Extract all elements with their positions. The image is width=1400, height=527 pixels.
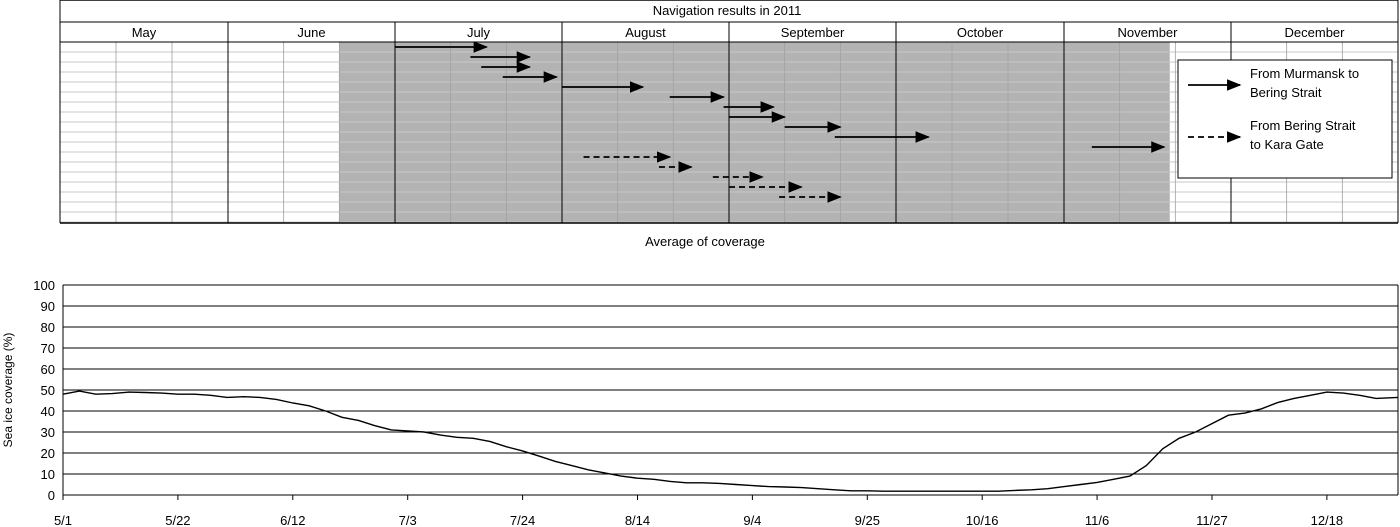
month-label: November (1118, 25, 1179, 40)
y-tick-label: 20 (41, 446, 55, 461)
month-label: December (1285, 25, 1346, 40)
coverage-series-line (62, 390, 1399, 492)
x-tick-label: 9/25 (855, 513, 880, 527)
month-label: July (467, 25, 491, 40)
month-label: May (132, 25, 157, 40)
x-tick-label: 12/18 (1311, 513, 1344, 527)
x-tick-label: 6/12 (280, 513, 305, 527)
y-tick-label: 40 (41, 404, 55, 419)
x-tick-label: 9/4 (743, 513, 761, 527)
x-tick-label: 8/14 (625, 513, 650, 527)
y-tick-label: 30 (41, 425, 55, 440)
month-label: October (957, 25, 1004, 40)
legend-label: From Bering Strait (1250, 118, 1356, 133)
legend-label: to Kara Gate (1250, 137, 1324, 152)
coverage-chart-title: Average of coverage (645, 234, 765, 249)
x-tick-label: 11/27 (1196, 513, 1228, 527)
y-tick-label: 100 (33, 278, 55, 293)
x-tick-label: 11/6 (1085, 513, 1109, 527)
x-tick-label: 5/1 (54, 513, 72, 527)
x-tick-label: 7/24 (510, 513, 535, 527)
coverage-y-axis-label: Sea ice coverage (%) (1, 333, 15, 448)
y-tick-label: 10 (41, 467, 55, 482)
y-tick-label: 0 (48, 488, 55, 503)
navigation-gantt-chart: May June July August September October Novembe… (59, 0, 1399, 224)
month-label: June (297, 25, 325, 40)
y-tick-label: 60 (41, 362, 55, 377)
y-tick-label: 80 (41, 320, 55, 335)
y-tick-label: 90 (41, 299, 55, 314)
month-label: August (625, 25, 666, 40)
y-tick-label: 70 (41, 341, 55, 356)
legend-label: From Murmansk to (1250, 66, 1359, 81)
month-label: September (781, 25, 845, 40)
x-tick-label: 7/3 (399, 513, 417, 527)
y-tick-label: 50 (41, 383, 55, 398)
legend-label: Bering Strait (1250, 85, 1322, 100)
gantt-title: Navigation results in 2011 (653, 3, 802, 18)
legend-box (1177, 59, 1393, 179)
x-tick-label: 5/22 (165, 513, 190, 527)
coverage-line-chart: 0 10 20 30 40 50 60 70 80 90 100 5/1 5/22 6/12 7/3 7/24… (33, 278, 1399, 527)
gantt-legend: From Murmansk to Bering Strait From Bering… (1177, 59, 1393, 179)
x-tick-label: 10/16 (966, 513, 999, 527)
